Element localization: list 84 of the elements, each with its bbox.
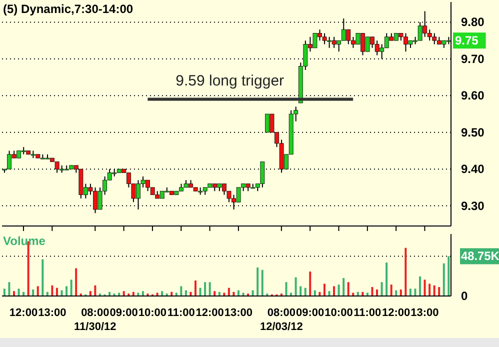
bar [433, 285, 436, 296]
bar [66, 286, 68, 296]
bar [204, 282, 206, 296]
bar [366, 292, 368, 296]
x-tick-label: 09:00 [296, 307, 324, 319]
bar [347, 282, 350, 296]
bar [304, 288, 306, 296]
bar [256, 267, 259, 296]
bar [333, 286, 336, 296]
y-tick-label: 9.70 [461, 52, 485, 66]
y-tick-label: 9.80 [461, 15, 485, 30]
x-tick-label: 11:00 [354, 307, 382, 319]
text: 9.75 [455, 34, 479, 48]
bar [285, 282, 288, 296]
bar [70, 280, 72, 296]
bar [404, 248, 407, 296]
bar [42, 259, 44, 296]
bar [390, 284, 392, 296]
bar [338, 284, 340, 296]
chart-title: (5) Dynamic,7:30-14:00 [3, 2, 134, 16]
bar [309, 272, 312, 296]
bar [214, 291, 216, 296]
bar [175, 292, 178, 296]
bar [242, 292, 244, 296]
bar [32, 289, 34, 296]
bar [414, 288, 416, 296]
y-tick-label: 9.50 [461, 125, 485, 140]
bar [380, 282, 383, 296]
x-tick-label: 10:00 [324, 307, 353, 319]
bar [442, 263, 445, 296]
bar [294, 277, 297, 296]
bar [424, 280, 426, 296]
bar [12, 291, 15, 296]
bar [51, 285, 54, 296]
y-tick-label: 0 [461, 289, 468, 303]
bar [208, 282, 211, 296]
y-tick-label: 9.30 [461, 198, 485, 213]
x-tick-label: 13:00 [410, 307, 439, 319]
ref-line-label: 9.59 long trigger [176, 72, 284, 90]
bar [261, 270, 264, 296]
bar [94, 285, 96, 296]
bar [199, 288, 202, 296]
bar [137, 292, 140, 296]
bar [323, 284, 326, 296]
bar [8, 282, 10, 296]
bar [342, 278, 345, 296]
x-tick-label: 12:00 [9, 307, 38, 319]
x-tick-label: 11:00 [167, 307, 195, 319]
bar [352, 292, 354, 296]
bar [142, 291, 144, 296]
bar [300, 286, 302, 296]
bar [290, 292, 292, 296]
bar [180, 286, 182, 296]
bar [228, 288, 230, 296]
bar [376, 289, 378, 296]
x-tick-label: 12:00 [382, 307, 410, 319]
x-tick-label: 10:00 [138, 307, 167, 319]
x-tick-label: 13:00 [38, 307, 66, 319]
bar [438, 287, 440, 296]
bar [400, 289, 402, 296]
bar [223, 292, 226, 296]
y-tick-label: 9.40 [461, 162, 485, 176]
bar [18, 288, 20, 296]
bar [89, 291, 92, 296]
bar [418, 276, 421, 296]
y-tick-label: 9.60 [461, 88, 485, 103]
bar [328, 291, 330, 296]
bar [122, 291, 125, 296]
bar [371, 287, 374, 296]
bar [161, 291, 164, 296]
bar [194, 280, 196, 296]
x-tick-label: 09:00 [110, 307, 138, 319]
bar [409, 288, 412, 296]
x-tick-label: 13:00 [224, 307, 253, 319]
chart-title: Volume [3, 234, 46, 248]
bar [428, 284, 431, 296]
bar [56, 288, 58, 296]
bar [448, 256, 450, 296]
bar [75, 268, 78, 296]
bar [386, 262, 388, 296]
bar [156, 292, 158, 296]
x-tick-label: 12:00 [196, 307, 224, 319]
bar [118, 292, 120, 296]
bar [36, 286, 39, 296]
